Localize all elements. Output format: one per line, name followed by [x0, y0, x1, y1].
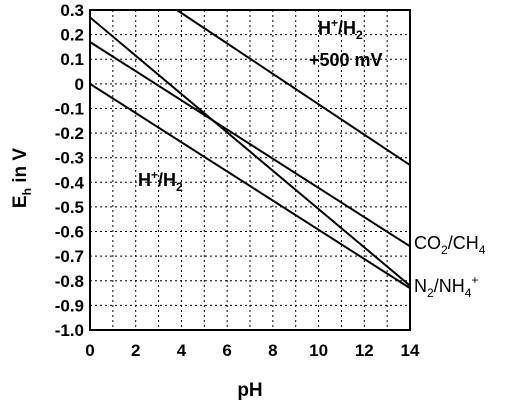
y-tick-label: -0.9: [55, 296, 84, 315]
series-label-n2-nh4: N2/NH4+: [414, 273, 478, 300]
x-tick-label: 4: [177, 341, 187, 360]
x-tick-label: 0: [85, 341, 94, 360]
series-line: [89, 16, 411, 287]
y-tick-label: -0.2: [55, 124, 84, 143]
y-tick-label: -1.0: [55, 321, 84, 340]
annotation-h2: H+/H2: [138, 168, 183, 194]
y-tick-label: -0.7: [55, 247, 84, 266]
series-line: [89, 41, 411, 248]
x-tick-label: 12: [355, 341, 374, 360]
grid: [90, 10, 410, 330]
y-tick-label: -0.5: [55, 198, 84, 217]
annotation-h2-500mv-line2: +500 mV: [309, 50, 383, 70]
x-axis-title: pH: [237, 380, 262, 401]
y-tick-label: -0.8: [55, 272, 84, 291]
plot-frame: [89, 9, 411, 331]
x-tick-label: 2: [131, 341, 140, 360]
y-tick-label: 0.2: [60, 26, 84, 45]
x-tick-label: 6: [222, 341, 231, 360]
y-tick-label: 0: [75, 75, 84, 94]
y-axis-title: Eh in V: [10, 148, 34, 208]
series-line: [89, 83, 411, 289]
x-tick-labels: 0 2 4 6 8 10 12 14: [85, 341, 420, 360]
y-tick-labels: 0.3 0.2 0.1 0 -0.1 -0.2 -0.3 -0.4 -0.5 -0.6 -0.7 -0…: [55, 1, 85, 340]
series-lines: [89, 9, 411, 289]
annotation-h2-500mv-line1: H+/H2: [318, 16, 363, 42]
series-line: [176, 9, 411, 166]
series-label-co2-ch4: CO2/CH4: [414, 233, 486, 257]
x-tick-label: 8: [268, 341, 277, 360]
y-tick-label: -0.1: [55, 99, 84, 118]
y-tick-label: -0.6: [55, 223, 84, 242]
y-tick-label: 0.3: [60, 1, 84, 20]
x-tick-label: 14: [401, 341, 420, 360]
y-tick-label: 0.1: [60, 50, 84, 69]
x-tick-label: 10: [309, 341, 328, 360]
y-tick-label: -0.4: [55, 173, 85, 192]
y-tick-label: -0.3: [55, 149, 84, 168]
